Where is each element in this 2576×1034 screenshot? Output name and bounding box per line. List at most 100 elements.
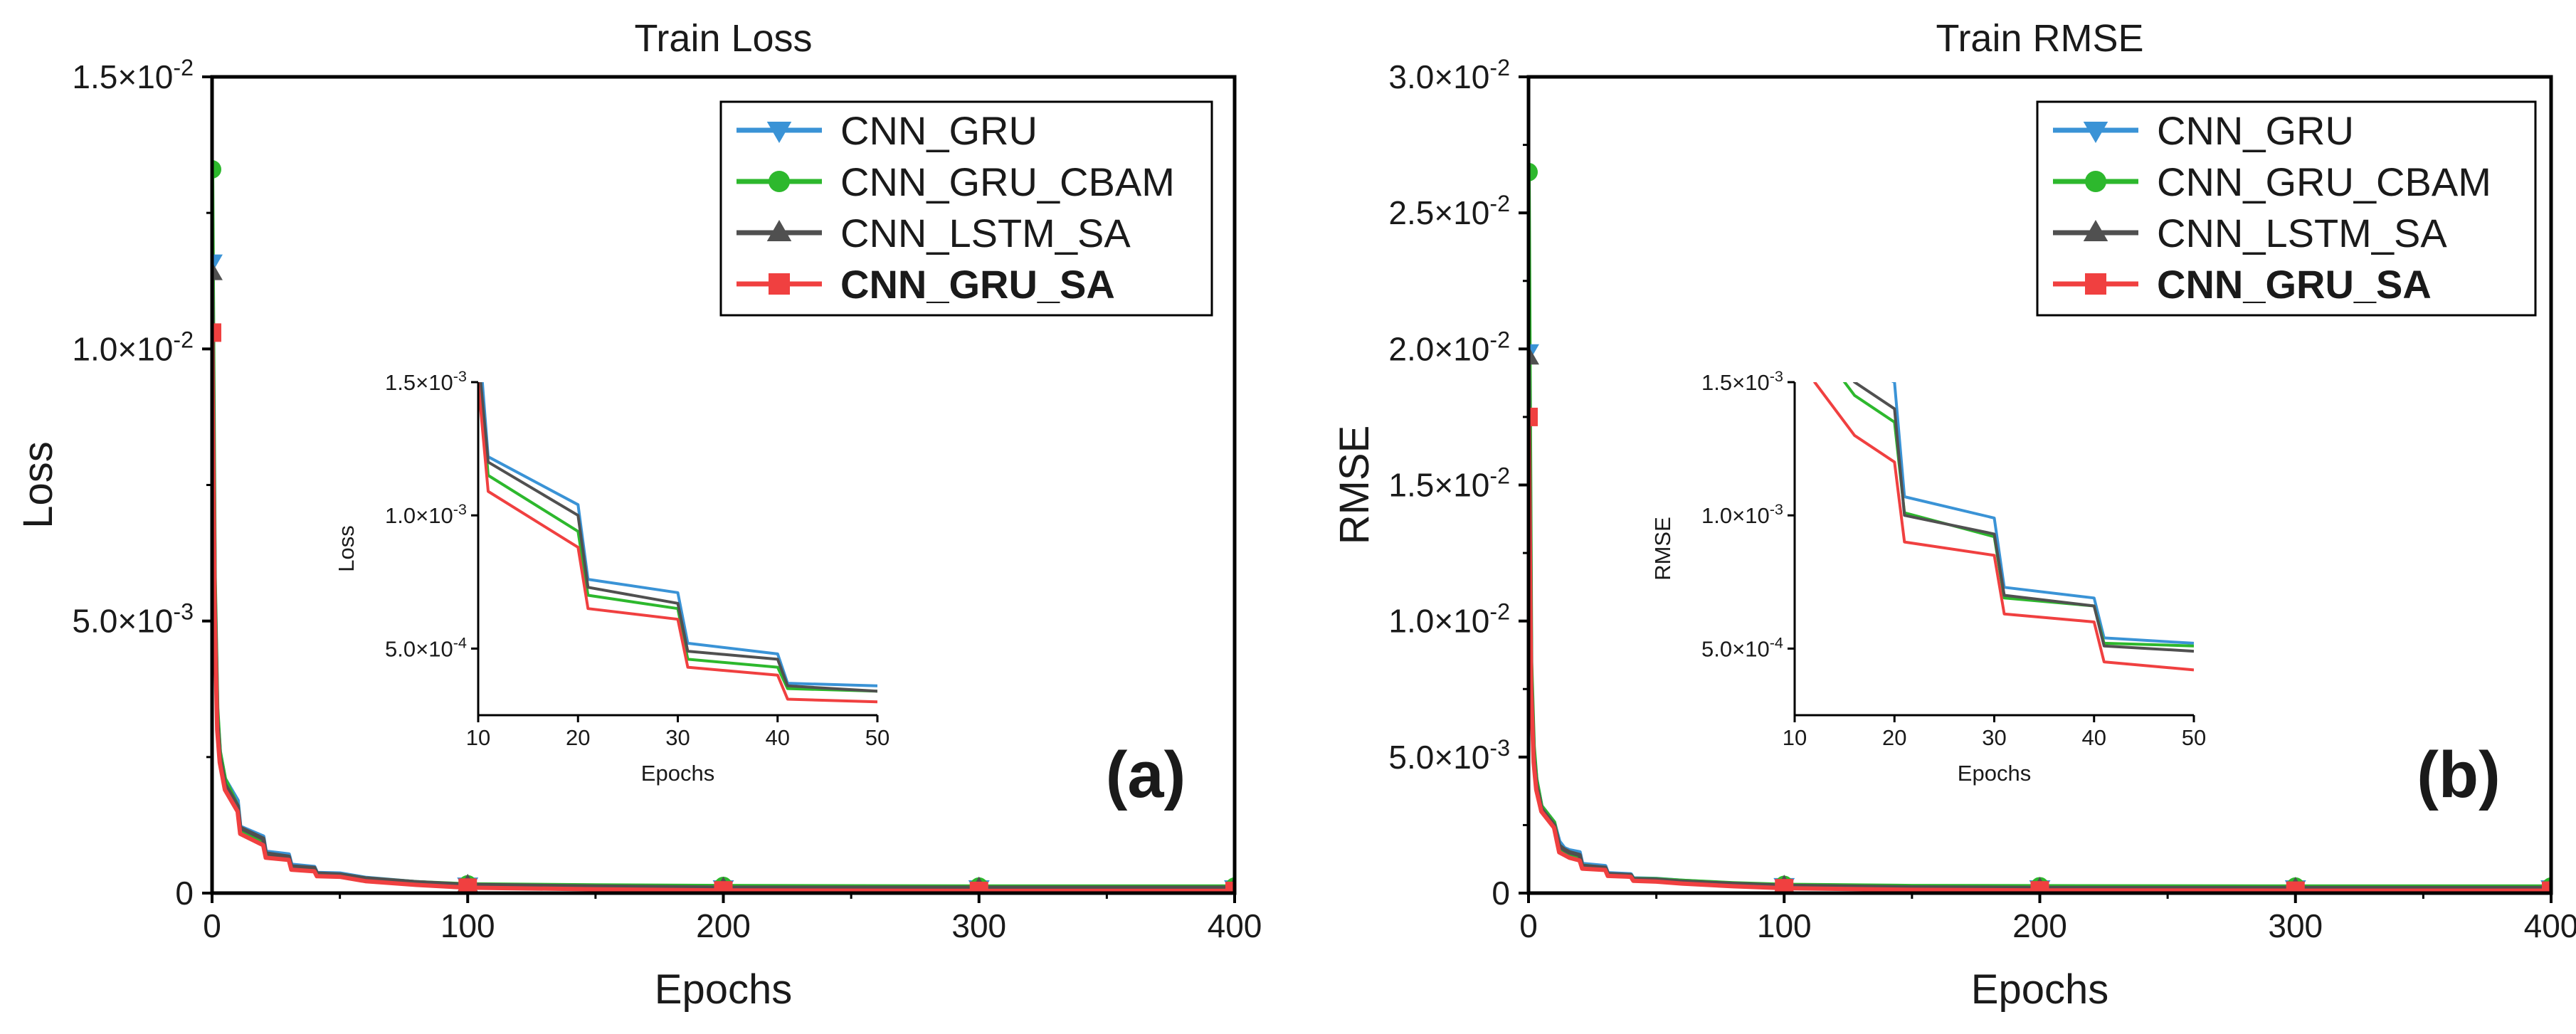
y-tick-label: 0 <box>175 875 194 912</box>
x-tick-label-text: 200 <box>2012 907 2067 944</box>
inset-series-lines <box>1813 382 2194 672</box>
inset-y-tick-label: 1.0×10-3 <box>385 500 467 529</box>
inset-x-tick-label: 40 <box>766 725 790 750</box>
legend-label: CNN_LSTM_SA <box>840 211 1131 255</box>
y-tick-label-exponent: -2 <box>173 55 194 80</box>
chart-title-text: Train Loss <box>634 17 812 60</box>
legend-label-text: CNN_GRU_SA <box>2157 262 2432 307</box>
legend-label: CNN_GRU_SA <box>840 262 1115 307</box>
y-axis-label-text: Loss <box>15 441 61 529</box>
data-point-cnn-gru-sa <box>714 881 733 893</box>
series-line-cnn-gru <box>212 261 1235 890</box>
y-tick-label-text: 5.0×10 <box>1388 739 1489 776</box>
y-tick-label: 5.0×10-3 <box>1388 735 1510 776</box>
legend-label-text: CNN_GRU <box>840 108 1038 153</box>
inset-x-tick-label-text: 10 <box>466 725 490 750</box>
inset-series-line-cnn-gru-sa <box>1813 382 2194 672</box>
x-tick-label-text: 300 <box>951 907 1006 944</box>
legend-box <box>2036 100 2537 317</box>
inset-y-tick-label-text: 1.5×10 <box>385 370 453 395</box>
x-tick-label-text: 400 <box>2524 907 2576 944</box>
inset-y-tick-label: 1.0×10-3 <box>1701 500 1783 529</box>
inset-x-axis-label-text: Epochs <box>641 761 714 786</box>
legend-label: CNN_GRU_CBAM <box>840 159 1175 204</box>
y-tick-label-text: 0 <box>175 875 194 912</box>
inset-chart: 10 20 30 40 505.0×10-41.0×10-31.5×10-3Epochs… <box>334 367 890 786</box>
inset-chart: 10 20 30 40 505.0×10-41.0×10-31.5×10-3Epochs… <box>1650 367 2206 786</box>
y-tick-label-text: 1.5×10 <box>1388 467 1489 504</box>
legend: CNN_GRU CNN_GRU_CBAM CNN_LSTM_SA CNN_GRU_SA <box>2036 100 2537 317</box>
inset-y-tick-label: 5.0×10-4 <box>385 633 467 662</box>
legend-label: CNN_GRU <box>2157 108 2354 153</box>
inset-x-tick-label-text: 50 <box>865 725 890 750</box>
y-tick-label: 1.5×10-2 <box>72 55 194 95</box>
y-tick-label-text: 1.5×10 <box>72 58 173 95</box>
inset-x-axis-label-text: Epochs <box>1958 761 2031 786</box>
y-tick-label-exponent: -2 <box>1489 463 1510 489</box>
legend-label-text: CNN_LSTM_SA <box>840 211 1131 255</box>
y-tick-label: 0 <box>1492 875 1510 912</box>
y-tick-label-text: 5.0×10 <box>72 603 173 640</box>
inset-x-tick-label-text: 40 <box>2082 725 2106 750</box>
legend-label: CNN_GRU <box>840 108 1038 153</box>
data-point-cnn-gru-sa <box>1225 881 1235 893</box>
inset-x-tick-label: 50 <box>865 725 890 750</box>
legend-box <box>719 100 1213 317</box>
legend-label: CNN_GRU_CBAM <box>2157 159 2491 204</box>
chart-title: Train RMSE <box>1936 17 2143 60</box>
data-point-cnn-gru-sa <box>458 878 477 893</box>
y-tick-label-text: 1.0×10 <box>72 330 173 367</box>
x-tick-label: 0 <box>203 907 221 944</box>
y-tick-label-text: 2.0×10 <box>1388 330 1489 367</box>
inset-y-tick-label-exponent: -3 <box>453 500 467 518</box>
panel-label: (b) <box>2417 739 2500 811</box>
x-tick-label: 300 <box>2268 907 2323 944</box>
inset-y-tick-label-text: 1.5×10 <box>1701 370 1770 395</box>
inset-series-line-cnn-lstm-sa <box>479 382 877 693</box>
series-line-cnn-gru <box>1529 352 2551 890</box>
inset-y-axis-label: RMSE <box>1650 517 1675 581</box>
data-point-cnn-gru-cbam <box>1529 162 1538 181</box>
x-tick-label-text: 400 <box>1208 907 1262 944</box>
y-tick-label: 5.0×10-3 <box>72 599 194 640</box>
data-point-cnn-lstm-sa <box>1529 346 1539 365</box>
y-tick-label-exponent: -3 <box>1489 735 1510 761</box>
inset-y-tick-label-text: 1.0×10 <box>1701 503 1770 528</box>
x-tick-label: 100 <box>1757 907 1812 944</box>
x-tick-label-text: 0 <box>1519 907 1538 944</box>
inset-y-axis-label-text: RMSE <box>1650 517 1675 581</box>
legend-marker-icon <box>2085 273 2106 295</box>
inset-y-tick-label: 1.5×10-3 <box>385 367 467 396</box>
inset-series-lines <box>478 382 877 704</box>
x-tick-label-text: 300 <box>2268 907 2323 944</box>
inset-y-tick-label: 1.5×10-3 <box>1701 367 1783 396</box>
inset-y-tick-label-exponent: -3 <box>1770 500 1783 518</box>
legend-marker-icon <box>769 273 790 295</box>
inset-y-axis-label: Loss <box>334 525 359 571</box>
data-point-cnn-gru <box>1529 344 1539 363</box>
data-point-cnn-gru-sa <box>1529 407 1538 426</box>
series-line-cnn-gru-sa <box>212 332 1235 893</box>
y-tick-label-exponent: -2 <box>173 327 194 352</box>
legend-marker-icon <box>769 171 790 192</box>
data-point-cnn-gru-sa <box>212 323 221 342</box>
inset-y-tick-label: 5.0×10-4 <box>1701 633 1783 662</box>
x-tick-label: 400 <box>1208 907 1262 944</box>
inset-x-tick-label: 20 <box>1882 725 1906 750</box>
x-tick-label: 0 <box>1519 907 1538 944</box>
inset-y-tick-label-text: 1.0×10 <box>385 503 453 528</box>
x-tick-label-text: 100 <box>1757 907 1812 944</box>
y-axis-label: Loss <box>15 441 61 529</box>
y-axis-label: RMSE <box>1331 426 1378 545</box>
inset-x-tick-label-text: 40 <box>766 725 790 750</box>
series-line-cnn-lstm-sa <box>1529 357 2551 890</box>
inset-series-line-cnn-gru-sa <box>478 382 877 704</box>
legend-label: CNN_LSTM_SA <box>2157 211 2447 255</box>
panel-label-text: (a) <box>1106 739 1186 811</box>
y-tick-label-text: 1.0×10 <box>1388 603 1489 640</box>
inset-series-line-cnn-lstm-sa <box>1852 382 2194 653</box>
inset-x-tick-label-text: 10 <box>1783 725 1807 750</box>
chart-panel-a: Train Loss Epochs Loss 0 100 200 300 400 0 5.0×10… <box>15 17 1262 1013</box>
y-tick-label-exponent: -3 <box>173 599 194 625</box>
